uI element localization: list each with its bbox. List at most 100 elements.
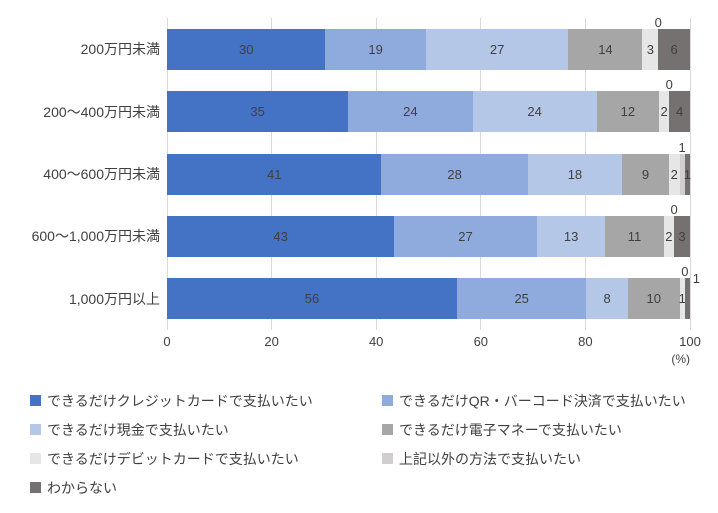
value-label: 13 bbox=[563, 228, 579, 244]
value-label: 2 bbox=[660, 104, 668, 120]
value-label: 43 bbox=[273, 228, 288, 244]
bar-segment: 12 bbox=[596, 91, 659, 133]
bar-segment: 10 bbox=[627, 278, 680, 320]
bar-row: 30 19 27 14 3 6 bbox=[167, 28, 690, 70]
bar-segment: 56 bbox=[167, 278, 457, 320]
value-label: 56 bbox=[304, 291, 320, 307]
bar-segment bbox=[679, 153, 685, 195]
category-label: 1,000万円以上 bbox=[68, 290, 160, 307]
bar-segment: 27 bbox=[394, 215, 537, 257]
bar-segment: 30 bbox=[167, 28, 326, 70]
legend-item: できるだけQR・バーコード決済で支払いたい bbox=[382, 386, 698, 415]
legend-swatch bbox=[30, 424, 41, 435]
value-label: 24 bbox=[403, 104, 418, 120]
legend-swatch bbox=[30, 395, 41, 406]
value-label: 1 bbox=[678, 291, 686, 307]
value-label: 3 bbox=[678, 228, 686, 244]
category-label: 200万円未満 bbox=[80, 41, 160, 58]
legend-label: わからない bbox=[47, 479, 117, 496]
bar-segment: 3 bbox=[674, 215, 690, 257]
value-label: 27 bbox=[458, 228, 473, 244]
bar-row: 43 27 13 11 2 3 bbox=[167, 215, 690, 257]
value-label: 12 bbox=[620, 104, 636, 120]
bar-segment: 18 bbox=[527, 153, 622, 195]
category-label: 200〜400万円未満 bbox=[43, 103, 160, 120]
plot-area: 30 19 27 14 3 6 0 35 24 24 12 2 4 0 41 28 18 9 2 1 1 43 27 13 11… bbox=[166, 14, 700, 330]
bar-segment: 28 bbox=[381, 153, 528, 195]
value-label-above: 0 bbox=[681, 264, 689, 280]
category-label: 600〜1,000万円未満 bbox=[31, 228, 160, 245]
value-label: 11 bbox=[627, 228, 642, 244]
bar-row: 41 28 18 9 2 1 bbox=[167, 153, 691, 195]
bar-segment: 24 bbox=[472, 91, 597, 133]
value-label: 18 bbox=[567, 166, 583, 182]
bar-row: 56 25 8 10 1 bbox=[167, 278, 690, 320]
value-label: 25 bbox=[514, 291, 529, 307]
bar-segment: 3 bbox=[642, 28, 659, 70]
x-axis: 0 20 40 60 80 100 bbox=[163, 334, 700, 350]
value-label: 24 bbox=[527, 104, 542, 120]
bar-segment: 2 bbox=[663, 215, 675, 257]
bar-segment bbox=[684, 278, 690, 320]
legend-item: できるだけクレジットカードで支払いたい bbox=[30, 386, 382, 415]
bar-segment: 19 bbox=[325, 28, 426, 70]
legend-item: できるだけ電子マネーで支払いたい bbox=[382, 415, 698, 444]
legend-label: できるだけデビットカードで支払いたい bbox=[47, 450, 299, 467]
legend-swatch bbox=[30, 453, 41, 464]
bar-segment: 4 bbox=[669, 91, 690, 133]
bar-segment: 6 bbox=[658, 28, 690, 70]
value-label: 1 bbox=[683, 166, 691, 182]
value-label-above: 1 bbox=[678, 139, 686, 155]
legend-label: できるだけクレジットカードで支払いたい bbox=[47, 392, 313, 409]
x-tick-label: 60 bbox=[473, 334, 489, 349]
value-label: 8 bbox=[603, 291, 611, 307]
legend-item: わからない bbox=[30, 473, 382, 502]
value-label: 27 bbox=[489, 41, 505, 57]
value-label: 30 bbox=[239, 41, 254, 57]
legend-label: できるだけ電子マネーで支払いたい bbox=[399, 421, 622, 438]
bar-segment: 24 bbox=[348, 91, 473, 133]
value-label: 28 bbox=[447, 166, 462, 182]
bar-segment: 27 bbox=[425, 28, 569, 70]
value-label-above: 0 bbox=[665, 77, 673, 93]
legend-swatch bbox=[382, 395, 393, 406]
category-axis: 200万円未満 200〜400万円未満 400〜600万円未満 600〜1,000万円… bbox=[0, 18, 160, 330]
value-label: 2 bbox=[670, 166, 678, 182]
value-label: 2 bbox=[665, 228, 673, 244]
legend-label: できるだけQR・バーコード決済で支払いたい bbox=[399, 392, 686, 409]
bar-segment: 11 bbox=[605, 215, 664, 257]
bar-segment: 14 bbox=[568, 28, 643, 70]
bar-segment: 25 bbox=[456, 278, 587, 320]
value-label-above: 0 bbox=[654, 14, 662, 30]
gridline bbox=[689, 18, 691, 330]
bar-segment: 8 bbox=[586, 278, 628, 320]
value-label: 19 bbox=[368, 41, 383, 57]
value-label: 41 bbox=[266, 166, 282, 182]
bar-segment: 43 bbox=[167, 215, 395, 257]
value-label: 35 bbox=[250, 104, 265, 120]
value-label: 4 bbox=[675, 104, 684, 120]
x-tick-label: 0 bbox=[163, 334, 171, 349]
value-label: 3 bbox=[646, 41, 654, 57]
legend-label: 上記以外の方法で支払いたい bbox=[399, 450, 581, 467]
value-label: 10 bbox=[646, 291, 661, 307]
bar-segment: 35 bbox=[167, 91, 349, 133]
bar-segment: 1 bbox=[683, 153, 691, 195]
value-label: 6 bbox=[670, 41, 678, 57]
bar-segment: 2 bbox=[658, 91, 670, 133]
value-label: 9 bbox=[641, 166, 650, 182]
category-label: 400〜600万円未満 bbox=[43, 165, 160, 182]
legend-label: できるだけ現金で支払いたい bbox=[47, 421, 229, 438]
bar-segment: 2 bbox=[669, 153, 680, 195]
value-label-above: 0 bbox=[670, 201, 678, 217]
x-tick-label: 80 bbox=[578, 334, 593, 349]
value-label-above: 1 bbox=[692, 271, 701, 287]
x-tick-label: 100 bbox=[679, 334, 701, 349]
bar-row: 35 24 24 12 2 4 bbox=[167, 91, 690, 133]
axis-unit-label: (%) bbox=[671, 352, 690, 366]
bar-segment: 13 bbox=[536, 215, 606, 257]
x-tick-label: 40 bbox=[368, 334, 384, 349]
legend-swatch bbox=[30, 482, 41, 493]
legend-item: できるだけデビットカードで支払いたい bbox=[30, 444, 382, 473]
